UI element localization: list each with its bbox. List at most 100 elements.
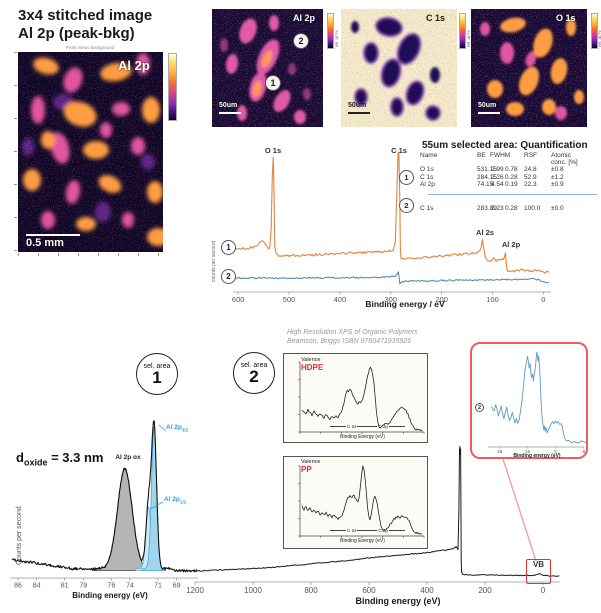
quant-cell: ±1.2 [551,173,564,181]
small-map-c1s-label: C 1s [426,13,446,23]
quant-cell: ±0.9 [551,181,564,189]
vb-inset-marker: 2 [475,403,484,412]
quant-cell: 52.9 [524,173,537,181]
quant-cell: ±0.8 [551,166,564,173]
small-map-o1s-label: O 1s [556,13,576,23]
big-map-subtitle: Peak minus background [65,45,115,50]
tick-label: 1200 [186,586,204,595]
quant-cell: 24.8 [524,166,537,173]
quant-col-fwhm: FWHM [490,152,511,159]
hdpe-orbital-annotations: C 2s C 2p [315,423,420,429]
sel-area-2-badge: sel. area 2 [233,352,275,394]
quant-cell: 100.0 [524,204,541,212]
tick-label: 71 [154,583,162,590]
quant-group2-marker: 2 [399,198,414,213]
survey-peak-al2p: Al 2p [501,240,521,249]
quant-cell: 2.23 [491,204,504,212]
tick-label: 81 [61,583,69,590]
sel-area-1-number: 1 [152,368,162,387]
tick-label: 100 [486,295,499,304]
tick-label: 74 [126,583,134,590]
quant-cell: 4.54 [491,181,504,189]
sel-area-2-number: 2 [249,367,259,386]
quant-cell: 22.3 [524,181,537,189]
pp-orbital-annotations: C 2s C 2p [315,527,420,533]
pp-x-axis-label: Binding Energy (eV) [340,538,385,544]
small-map-al2p-colorbar [327,13,334,49]
doxide-value: = 3.3 nm [47,450,104,465]
quant-col-atomic: Atomic [551,152,571,159]
small-map-c1s-scalebar-line [348,112,370,114]
big-map-y-ticks [14,52,17,252]
small-map-al2p-scalebar-label: 50um [219,102,238,109]
sel-area-1-text: sel. area [143,363,171,370]
tick-label: 84 [33,583,41,590]
tick-label: 0 [541,586,546,595]
tick-label: 400 [420,586,434,595]
quant-cell: 0.28 [505,173,518,181]
map-marker-2: 2 [293,33,309,49]
survey-peak-al2s: Al 2s [476,228,494,237]
small-map-al2p-image [212,9,323,127]
survey-trace2-marker: 2 [221,269,236,284]
quant-cell: 0.19 [505,181,518,189]
fit-peak-32-label: Al 2p3/2 [166,424,189,433]
tick-label: 1000 [244,586,262,595]
main-x-axis-label: Binding energy (eV) [355,596,441,606]
tick-label: 69 [173,583,181,590]
tick-label: 0 [541,295,545,304]
quant-header: Name BE FWHM RSF Atomic conc. [%] [420,152,600,166]
small-map-o1s-image [471,9,587,127]
tick-label: 200 [478,586,492,595]
map-marker-1: 1 [265,75,281,91]
pp-name: PP [301,465,312,474]
quant-col-rsf: RSF [524,152,537,159]
fit-peak-ox-label: Al 2p ox [115,454,141,461]
survey-x-axis-label: Binding energy / eV [365,299,445,309]
tick-label: 79 [79,583,87,590]
tick-label: 600 [362,586,376,595]
big-map-x-ticks [18,253,163,256]
pp-c2s-label: C 2s [347,527,357,533]
big-map-colorbar [168,53,177,121]
quant-cell: C 1s [420,173,434,181]
quant-col-name: Name [420,152,438,159]
doxide-symbol: d [16,450,24,465]
big-map-scalebar-line [26,234,80,236]
survey-peak-o1s: O 1s [264,146,282,155]
fit-x-axis-label: Binding energy (eV) [72,591,148,600]
survey-y-axis-label: counts per second [211,241,217,282]
quant-col-be: BE [477,152,486,159]
small-map-o1s-scalebar-line [478,112,500,114]
quant-cell: ±0.0 [551,204,564,212]
small-map-al2p-label: Al 2p [293,13,316,23]
small-map-o1s-scalebar-label: 50um [478,102,497,109]
quant-cell: 0.78 [505,166,518,173]
pp-c2p-label: C 2p [378,527,388,533]
quant-cell: 0.28 [505,204,518,212]
oxide-thickness-annotation: doxide = 3.3 nm [16,450,103,468]
small-map-o1s-colorbar [591,13,598,49]
tick-label: 500 [283,295,296,304]
reference-line2: Beamson, Briggs ISBN 9780471935926 [287,338,412,345]
quant-cell: C 1s [420,204,434,212]
big-map-scalebar-label: 0.5 mm [26,237,64,249]
vb-inset-x-label: Binding energy (eV) [513,452,561,459]
quant-cell: 2.99 [491,166,504,173]
hdpe-c2s-label: C 2s [347,423,357,429]
doxide-subscript: oxide [23,457,48,468]
small-map-al2p-colorbar-label: rel. at.% [334,30,339,47]
survey-trace1-marker: 1 [221,240,236,255]
page-title-line2: Al 2p (peak-bkg) [18,25,135,42]
vb-label: VB [532,560,545,569]
big-map-element-label: Al 2p [118,58,150,73]
sel-area-2-text: sel. area [240,362,268,369]
quant-col-conc: conc. [%] [551,158,578,166]
quant-cell: Al 2p [420,181,435,189]
vb-inset-box [470,342,588,459]
tick-label: 600 [232,295,245,304]
reference-line1: High Resolution XPS of Organic Polymers [287,329,418,336]
hdpe-valence-tag: Valence [301,357,321,363]
sel-area-1-badge: sel. area 1 [136,353,178,395]
